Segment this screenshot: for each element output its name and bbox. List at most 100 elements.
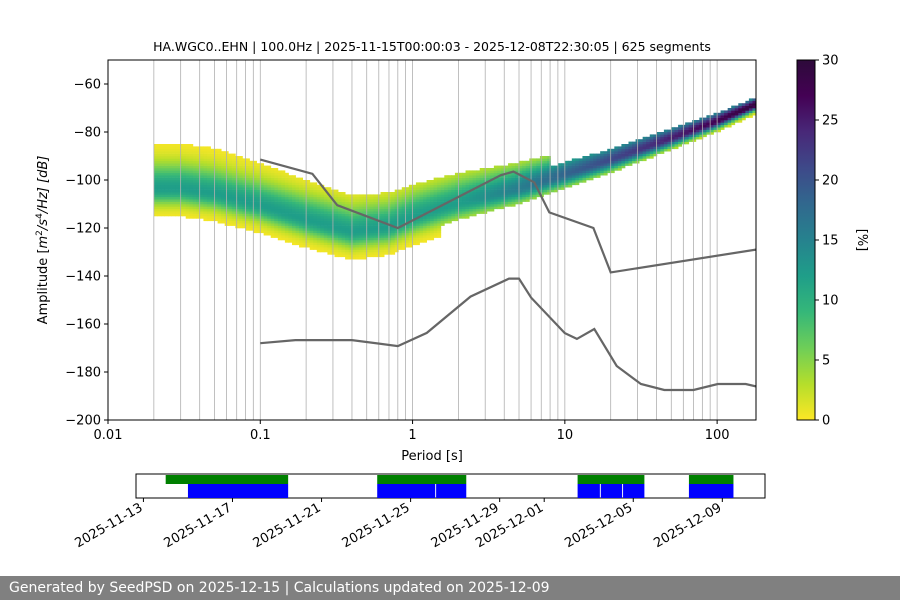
- heatmap-cell: [313, 182, 318, 186]
- heatmap-cell: [585, 172, 590, 176]
- heatmap-cell: [295, 182, 300, 186]
- heatmap-cell: [717, 124, 721, 128]
- heatmap-cell: [469, 201, 474, 205]
- heatmap-cell: [547, 163, 551, 166]
- heatmap-cell: [518, 192, 523, 195]
- heatmap-cell: [245, 194, 250, 198]
- noise-model-nlnm: [260, 277, 756, 392]
- heatmap-cell: [578, 165, 583, 169]
- heatmap-cell: [685, 141, 690, 145]
- heatmap-cell: [387, 218, 392, 222]
- heatmap-cell: [391, 237, 396, 241]
- heatmap-cell: [253, 216, 257, 219]
- heatmap-cell: [171, 168, 176, 171]
- heatmap-cell: [557, 172, 562, 176]
- heatmap-cell: [440, 223, 445, 226]
- heatmap-cell: [415, 237, 420, 241]
- heatmap-cell: [518, 199, 523, 202]
- heatmap-cell: [267, 223, 272, 226]
- heatmap-cell: [391, 232, 396, 236]
- heatmap-cell: [323, 213, 328, 217]
- heatmap-cell: [199, 194, 204, 198]
- heatmap-cell: [561, 187, 566, 190]
- heatmap-cell: [451, 182, 456, 186]
- heatmap-cell: [362, 237, 367, 241]
- heatmap-cell: [253, 196, 257, 200]
- heatmap-cell: [182, 192, 187, 195]
- heatmap-cell: [316, 216, 321, 219]
- heatmap-cell: [674, 136, 679, 140]
- heatmap-cell: [309, 232, 314, 236]
- heatmap-cell: [380, 237, 385, 241]
- heatmap-cell: [355, 225, 360, 229]
- heatmap-cell: [182, 177, 187, 181]
- heatmap-cell: [199, 201, 204, 205]
- heatmap-cell: [281, 204, 286, 207]
- heatmap-cell: [380, 208, 385, 212]
- heatmap-cell: [709, 129, 714, 133]
- heatmap-cell: [412, 237, 417, 241]
- heatmap-cell: [168, 153, 172, 157]
- heatmap-cell: [617, 153, 622, 157]
- heatmap-cell: [281, 232, 286, 236]
- heatmap-cell: [235, 177, 240, 181]
- heatmap-cell: [270, 180, 275, 183]
- heatmap-cell: [695, 132, 700, 135]
- heatmap-cell: [490, 189, 495, 193]
- heatmap-cell: [309, 192, 314, 195]
- heatmap-cell: [593, 168, 598, 171]
- heatmap-cell: [189, 182, 194, 186]
- heatmap-cell: [547, 156, 551, 159]
- heatmap-cell: [274, 175, 279, 178]
- heatmap-cell: [228, 153, 233, 157]
- heatmap-cell: [589, 175, 594, 178]
- heatmap-cell: [341, 240, 346, 243]
- heatmap-cell: [291, 175, 296, 178]
- heatmap-cell: [341, 242, 346, 246]
- heatmap-cell: [717, 120, 721, 123]
- x-axis-ticks: 0.01 0.1 1 10 100: [94, 420, 730, 443]
- heatmap-cell: [352, 235, 357, 238]
- heatmap-cell: [345, 199, 350, 202]
- heatmap-cell: [352, 232, 357, 236]
- heatmap-cell: [670, 139, 675, 142]
- heatmap-cell: [355, 206, 360, 210]
- heatmap-cell: [532, 165, 537, 169]
- heatmap-cell: [731, 110, 736, 114]
- heatmap-cell: [168, 192, 172, 195]
- heatmap-cell: [291, 220, 296, 224]
- heatmap-cell: [384, 208, 389, 212]
- heatmap-cell: [398, 211, 403, 214]
- heatmap-cell: [334, 199, 339, 202]
- heatmap-cell: [628, 156, 633, 159]
- heatmap-cell: [185, 175, 190, 178]
- availability-green-bar: [577, 475, 645, 484]
- heatmap-cell: [231, 199, 236, 202]
- heatmap-cell: [338, 249, 342, 253]
- heatmap-cell: [168, 168, 172, 171]
- heatmap-cell: [387, 232, 392, 236]
- heatmap-cell: [493, 192, 498, 195]
- heatmap-cell: [164, 151, 169, 154]
- heatmap-cell: [277, 230, 282, 234]
- heatmap-cell: [302, 223, 307, 226]
- heatmap-cell: [699, 134, 704, 138]
- heatmap-cell: [578, 160, 583, 164]
- heatmap-cell: [748, 98, 753, 102]
- heatmap-cell: [288, 201, 293, 205]
- heatmap-cell: [338, 232, 342, 236]
- heatmap-cell: [695, 122, 700, 126]
- heatmap-cell: [486, 177, 491, 181]
- heatmap-cell: [366, 235, 371, 238]
- heatmap-cell: [543, 187, 548, 190]
- heatmap-cell: [338, 194, 342, 198]
- heatmap-cell: [596, 168, 601, 171]
- heatmap-cell: [713, 122, 718, 126]
- heatmap-cell: [199, 204, 204, 207]
- heatmap-cell: [306, 204, 311, 207]
- heatmap-cell: [160, 206, 165, 210]
- heatmap-cell: [341, 211, 346, 214]
- heatmap-cell: [171, 213, 176, 217]
- heatmap-cell: [221, 177, 226, 181]
- heatmap-cell: [274, 206, 279, 210]
